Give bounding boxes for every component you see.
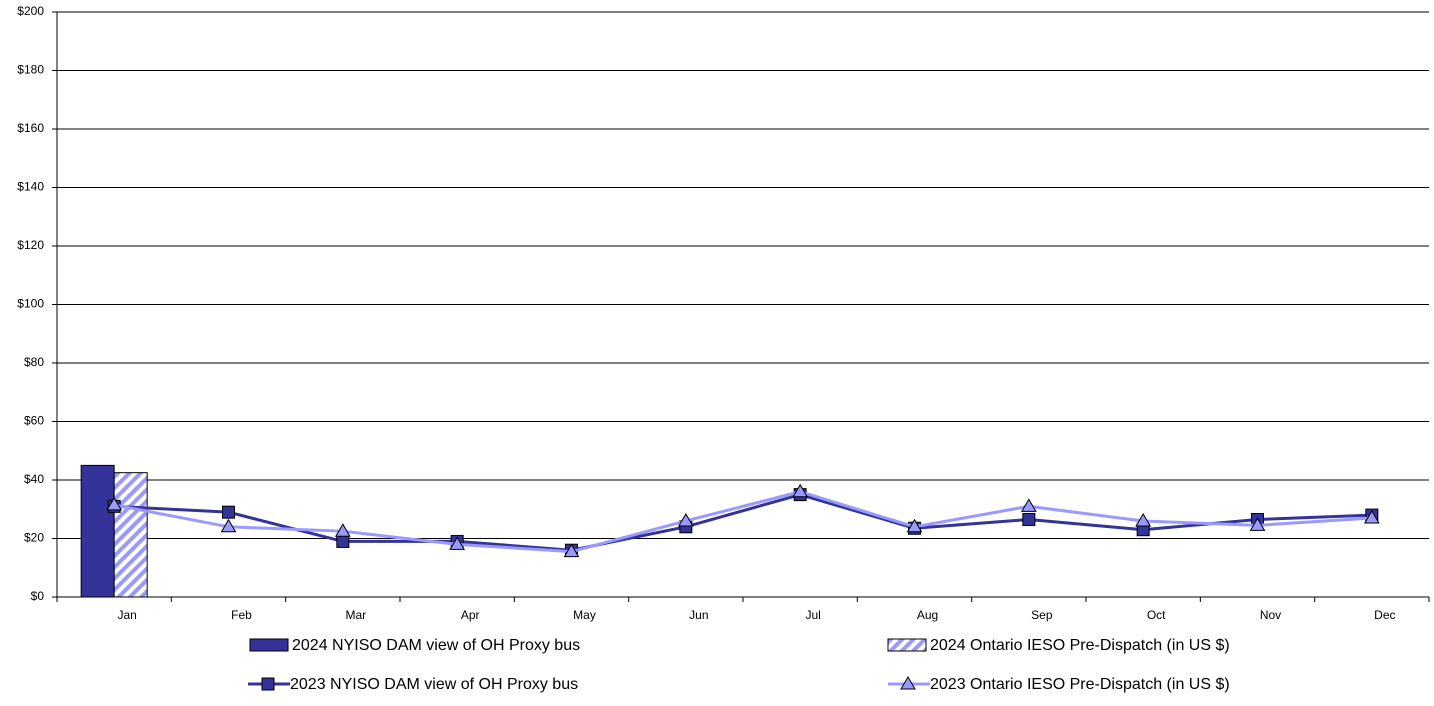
x-tick-label: Dec xyxy=(1374,608,1395,622)
y-tick-label: $60 xyxy=(24,414,44,428)
x-tick-label: Jul xyxy=(805,608,820,622)
marker xyxy=(677,512,694,527)
bar xyxy=(113,472,148,598)
marker xyxy=(1022,512,1036,526)
legend-label: 2023 NYISO DAM view of OH Proxy bus xyxy=(290,676,578,693)
marker xyxy=(906,518,923,533)
y-tick-label: $80 xyxy=(24,355,44,369)
y-tick-label: $160 xyxy=(17,121,44,135)
y-tick-label: $120 xyxy=(17,238,44,252)
bar xyxy=(80,464,115,598)
marker xyxy=(106,496,123,511)
x-tick-label: May xyxy=(573,608,596,622)
x-tick-label: Jan xyxy=(117,608,136,622)
marker xyxy=(563,543,580,558)
marker xyxy=(261,677,275,691)
marker xyxy=(1249,517,1266,531)
legend-label: 2023 Ontario IESO Pre-Dispatch (in US $) xyxy=(930,676,1230,693)
y-tick-label: $0 xyxy=(31,589,45,603)
legend-label: 2024 Ontario IESO Pre-Dispatch (in US $) xyxy=(930,637,1230,654)
x-tick-label: Oct xyxy=(1147,608,1166,622)
legend-swatch xyxy=(249,638,289,652)
y-tick-label: $180 xyxy=(17,63,44,77)
legend-label: 2024 NYISO DAM view of OH Proxy bus xyxy=(292,637,580,654)
x-tick-label: Sep xyxy=(1031,608,1053,622)
y-tick-label: $100 xyxy=(17,297,44,311)
x-tick-label: Mar xyxy=(345,608,366,622)
line xyxy=(113,490,1372,554)
x-tick-label: Aug xyxy=(917,608,938,622)
marker xyxy=(792,483,809,498)
x-tick-label: Feb xyxy=(231,608,252,622)
legend-swatch xyxy=(887,638,927,652)
x-tick-label: Nov xyxy=(1260,608,1281,622)
y-tick-label: $140 xyxy=(17,180,44,194)
marker xyxy=(1020,498,1037,512)
marker xyxy=(222,505,235,519)
y-tick-label: $40 xyxy=(24,472,44,486)
marker xyxy=(900,676,916,690)
x-tick-label: Apr xyxy=(461,608,480,622)
marker xyxy=(1363,510,1380,524)
marker xyxy=(334,523,351,537)
y-tick-label: $200 xyxy=(17,4,44,18)
marker xyxy=(220,518,237,533)
marker xyxy=(1135,512,1152,527)
line xyxy=(114,493,1372,552)
marker xyxy=(336,534,350,548)
y-tick-label: $20 xyxy=(24,531,44,545)
x-tick-label: Jun xyxy=(689,608,708,622)
marker xyxy=(449,536,466,550)
